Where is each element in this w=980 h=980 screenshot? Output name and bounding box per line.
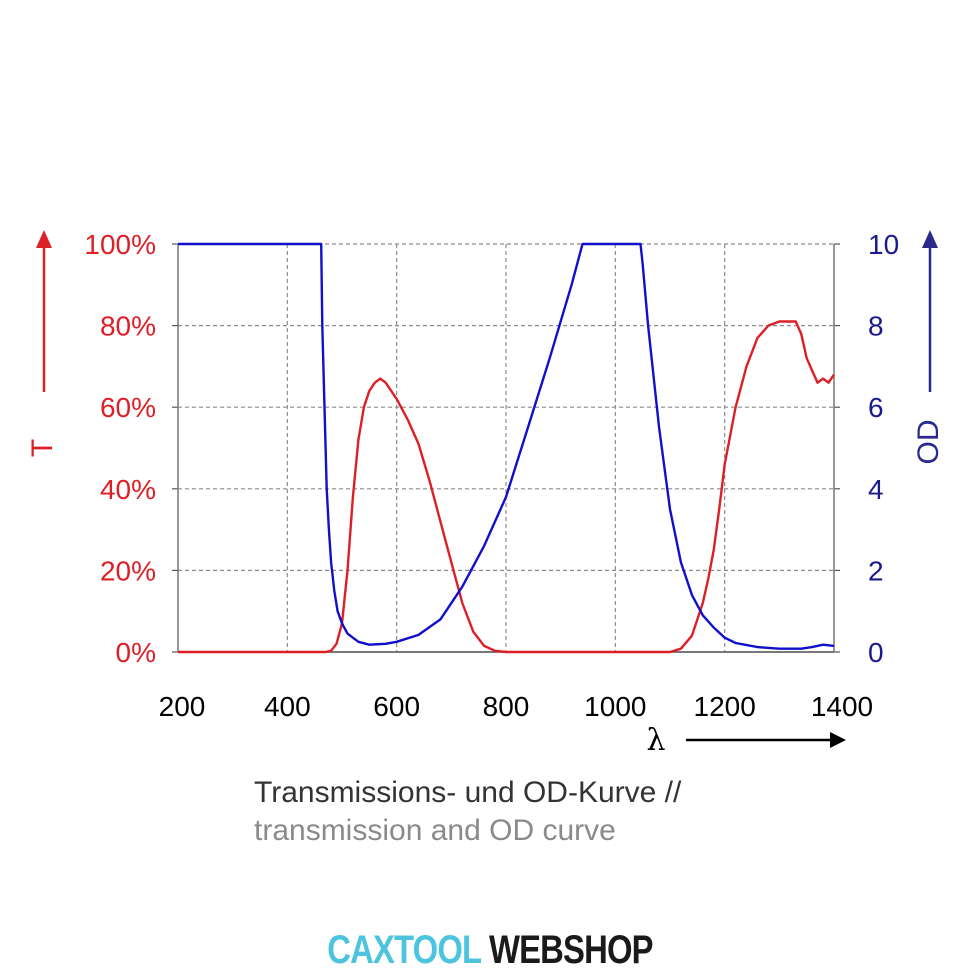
right-tick-label: 4 bbox=[868, 474, 884, 505]
caxtool-webshop-logo: CAXTOOL WEBSHOP bbox=[88, 928, 892, 973]
logo-part-webshop: WEBSHOP bbox=[488, 928, 654, 972]
x-tick-label: 1200 bbox=[694, 691, 756, 722]
left-axis-label: T bbox=[26, 439, 59, 457]
right-axis-arrow-head bbox=[922, 230, 938, 248]
x-tick-label: 400 bbox=[264, 691, 311, 722]
logo-part-caxtool: CAXTOOL bbox=[327, 928, 481, 972]
od-series-line bbox=[178, 242, 835, 650]
tick-labels: 0% 20% 40% 60% 80% 100% 0 2 4 6 8 10 200 400 600 800 100… bbox=[84, 229, 899, 722]
right-tick-label: 0 bbox=[868, 637, 884, 668]
right-tick-label: 10 bbox=[868, 229, 899, 260]
right-tick-label: 6 bbox=[868, 392, 884, 423]
x-tick-label: 1000 bbox=[584, 691, 646, 722]
caption-english: transmission and OD curve bbox=[254, 814, 616, 847]
right-axis-label: OD bbox=[912, 420, 945, 465]
left-tick-label: 100% bbox=[84, 229, 156, 260]
left-tick-label: 60% bbox=[100, 392, 156, 423]
x-axis-label: λ bbox=[646, 723, 665, 758]
x-tick-label: 200 bbox=[159, 691, 206, 722]
left-tick-label: 0% bbox=[116, 637, 156, 668]
transmission-series-line bbox=[178, 320, 835, 654]
series bbox=[178, 242, 835, 654]
x-tick-label: 1400 bbox=[811, 691, 873, 722]
right-tick-label: 2 bbox=[868, 555, 884, 586]
right-tick-label: 8 bbox=[868, 311, 884, 342]
x-tick-label: 800 bbox=[483, 691, 530, 722]
caption-german: Transmissions- und OD-Kurve // bbox=[254, 776, 682, 809]
left-axis-arrow-head bbox=[36, 230, 52, 248]
left-tick-label: 20% bbox=[100, 555, 156, 586]
grid bbox=[178, 243, 834, 653]
left-tick-label: 80% bbox=[100, 311, 156, 342]
x-tick-label: 600 bbox=[373, 691, 420, 722]
left-tick-label: 40% bbox=[100, 474, 156, 505]
x-axis-arrow-head bbox=[830, 732, 846, 748]
